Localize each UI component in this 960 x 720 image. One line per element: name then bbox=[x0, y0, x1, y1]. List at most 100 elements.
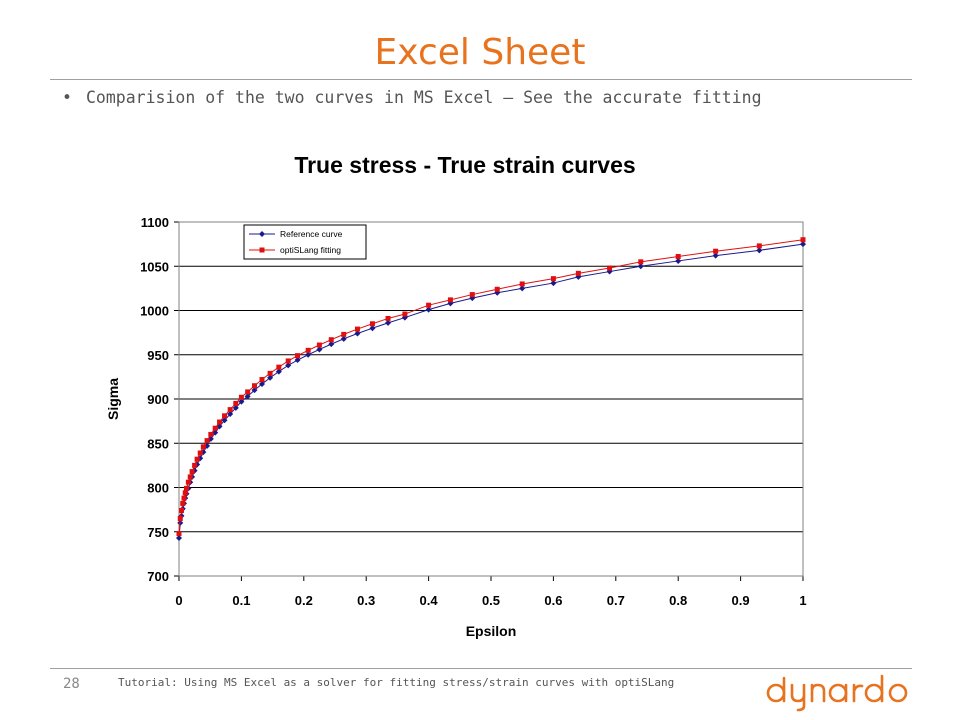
chart-title: True stress - True strain curves bbox=[294, 152, 635, 178]
bullet-text: Comparision of the two curves in MS Exce… bbox=[86, 88, 762, 107]
title-divider bbox=[50, 79, 912, 80]
data-point bbox=[259, 377, 265, 383]
x-tick-label: 0.2 bbox=[295, 593, 313, 608]
series-line-1 bbox=[178, 243, 804, 538]
data-point bbox=[354, 330, 361, 337]
y-tick-label: 900 bbox=[147, 392, 169, 407]
data-point bbox=[756, 247, 763, 254]
data-point bbox=[181, 495, 187, 501]
dynardo-logo bbox=[766, 674, 908, 712]
x-tick-label: 0.6 bbox=[544, 593, 562, 608]
data-point bbox=[340, 335, 347, 342]
data-point bbox=[295, 353, 301, 359]
data-point bbox=[675, 254, 681, 260]
data-point bbox=[200, 444, 206, 450]
data-point bbox=[208, 431, 214, 437]
data-point bbox=[285, 362, 292, 369]
y-tick-label: 1100 bbox=[141, 215, 169, 230]
x-tick-label: 1 bbox=[799, 593, 806, 608]
data-point bbox=[550, 276, 556, 282]
data-point bbox=[385, 315, 391, 321]
y-tick-label: 850 bbox=[147, 436, 169, 451]
data-point bbox=[245, 389, 251, 395]
slide-title: Excel Sheet bbox=[374, 32, 586, 73]
data-point bbox=[575, 270, 581, 276]
data-point bbox=[447, 297, 453, 303]
series-line-2 bbox=[178, 239, 804, 534]
data-point bbox=[233, 400, 239, 406]
data-point bbox=[192, 462, 198, 468]
data-point bbox=[341, 331, 347, 337]
data-point bbox=[756, 243, 762, 249]
footer-divider bbox=[50, 668, 912, 669]
data-point bbox=[176, 531, 182, 537]
data-point bbox=[258, 380, 265, 387]
data-point bbox=[227, 407, 233, 413]
legend-label: optiSLang fitting bbox=[280, 245, 341, 255]
y-tick-label: 1050 bbox=[140, 259, 169, 274]
data-point bbox=[189, 469, 195, 475]
data-point bbox=[227, 411, 234, 418]
plot-area bbox=[178, 221, 804, 577]
data-point bbox=[267, 374, 274, 381]
data-point bbox=[519, 285, 526, 292]
data-point bbox=[183, 485, 189, 491]
x-tick-label: 0.4 bbox=[420, 593, 439, 608]
data-point bbox=[305, 351, 312, 358]
data-point bbox=[178, 508, 184, 514]
data-point bbox=[276, 364, 282, 370]
x-tick-label: 0.3 bbox=[357, 593, 375, 608]
data-point bbox=[402, 311, 408, 317]
data-point bbox=[469, 292, 475, 298]
y-tick-label: 800 bbox=[147, 481, 169, 496]
data-point bbox=[607, 265, 613, 271]
legend-box bbox=[243, 224, 367, 260]
data-point bbox=[800, 241, 806, 248]
data-point bbox=[267, 370, 273, 376]
x-tick-label: 0.8 bbox=[669, 593, 687, 608]
data-point bbox=[385, 319, 392, 326]
data-point bbox=[182, 490, 188, 496]
data-point bbox=[285, 358, 291, 364]
x-axis-label: Epsilon bbox=[466, 623, 517, 639]
data-point bbox=[222, 413, 228, 419]
data-point bbox=[328, 341, 335, 348]
data-point bbox=[637, 263, 644, 270]
data-point bbox=[252, 383, 258, 389]
y-tick-label: 700 bbox=[147, 569, 169, 584]
data-point bbox=[294, 357, 301, 364]
data-point bbox=[197, 450, 203, 456]
data-point bbox=[194, 456, 200, 462]
data-point bbox=[204, 438, 210, 444]
legend-marker bbox=[259, 247, 265, 253]
data-point bbox=[238, 394, 244, 400]
data-point bbox=[176, 534, 182, 541]
data-point bbox=[354, 326, 360, 332]
data-point bbox=[180, 500, 186, 506]
data-point bbox=[675, 257, 682, 264]
legend-label: Reference curve bbox=[280, 229, 343, 239]
data-point bbox=[244, 393, 251, 400]
data-point bbox=[316, 346, 323, 353]
data-point bbox=[425, 306, 432, 313]
stress-strain-chart: True stress - True strain curves 700 750 80… bbox=[105, 152, 807, 639]
x-tick-label: 0.5 bbox=[482, 593, 500, 608]
bullet-dot-icon: • bbox=[62, 88, 72, 107]
data-point bbox=[221, 417, 228, 424]
footer-text: Tutorial: Using MS Excel as a solver for… bbox=[118, 676, 675, 689]
data-point bbox=[187, 474, 193, 480]
data-point bbox=[712, 252, 719, 259]
data-point bbox=[305, 347, 311, 353]
page-number: 28 bbox=[63, 676, 80, 692]
data-point bbox=[238, 398, 245, 405]
y-tick-label: 950 bbox=[147, 348, 169, 363]
data-point bbox=[217, 419, 223, 425]
data-point bbox=[212, 425, 218, 431]
x-tick-label: 0.9 bbox=[732, 593, 750, 608]
data-point bbox=[232, 404, 239, 411]
data-point bbox=[550, 280, 557, 287]
data-point bbox=[638, 259, 644, 265]
data-point bbox=[800, 237, 806, 243]
legend-marker bbox=[259, 231, 265, 237]
x-tick-label: 0.1 bbox=[232, 593, 250, 608]
